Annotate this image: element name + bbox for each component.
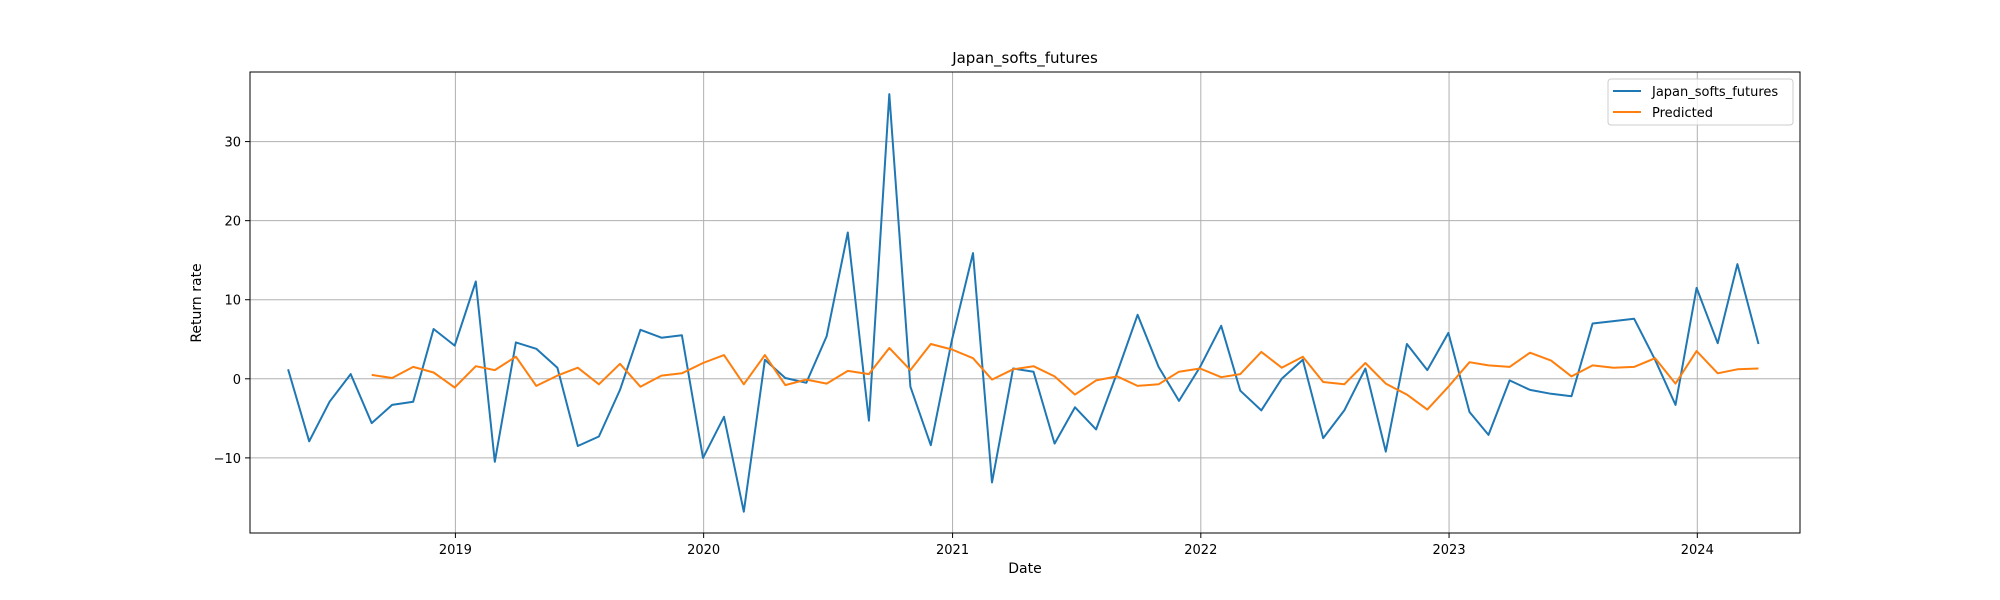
series-lines [287,93,1760,513]
y-tick-label: 10 [224,294,241,309]
series-line-predicted [371,343,1759,411]
x-axis-label: Date [1008,561,1041,577]
grid [250,72,1800,533]
y-axis-label: Return rate [189,263,205,342]
x-tick-label: 2023 [1433,543,1466,558]
legend-box [1607,78,1794,126]
legend-label-predicted: Predicted [1652,106,1713,121]
x-axis-ticks: 2019 2020 2021 2022 2023 2024 [439,533,1714,558]
x-tick-label: 2019 [439,543,472,558]
y-tick-label: 20 [224,215,241,230]
legend-label-actual: Japan_softs_futures [1651,85,1778,100]
y-tick-label: −10 [214,452,241,467]
y-tick-label: 0 [233,373,241,388]
x-tick-label: 2021 [936,543,969,558]
x-tick-label: 2022 [1184,543,1217,558]
y-tick-label: 30 [224,136,241,151]
plot-frame [249,71,1801,534]
y-axis-ticks: −10 0 10 20 30 [214,136,250,467]
series-line-actual [287,93,1760,513]
legend: Japan_softs_futures Predicted [1607,78,1794,126]
x-tick-label: 2024 [1681,543,1714,558]
chart-title: Japan_softs_futures [951,49,1098,68]
x-tick-label: 2020 [687,543,720,558]
